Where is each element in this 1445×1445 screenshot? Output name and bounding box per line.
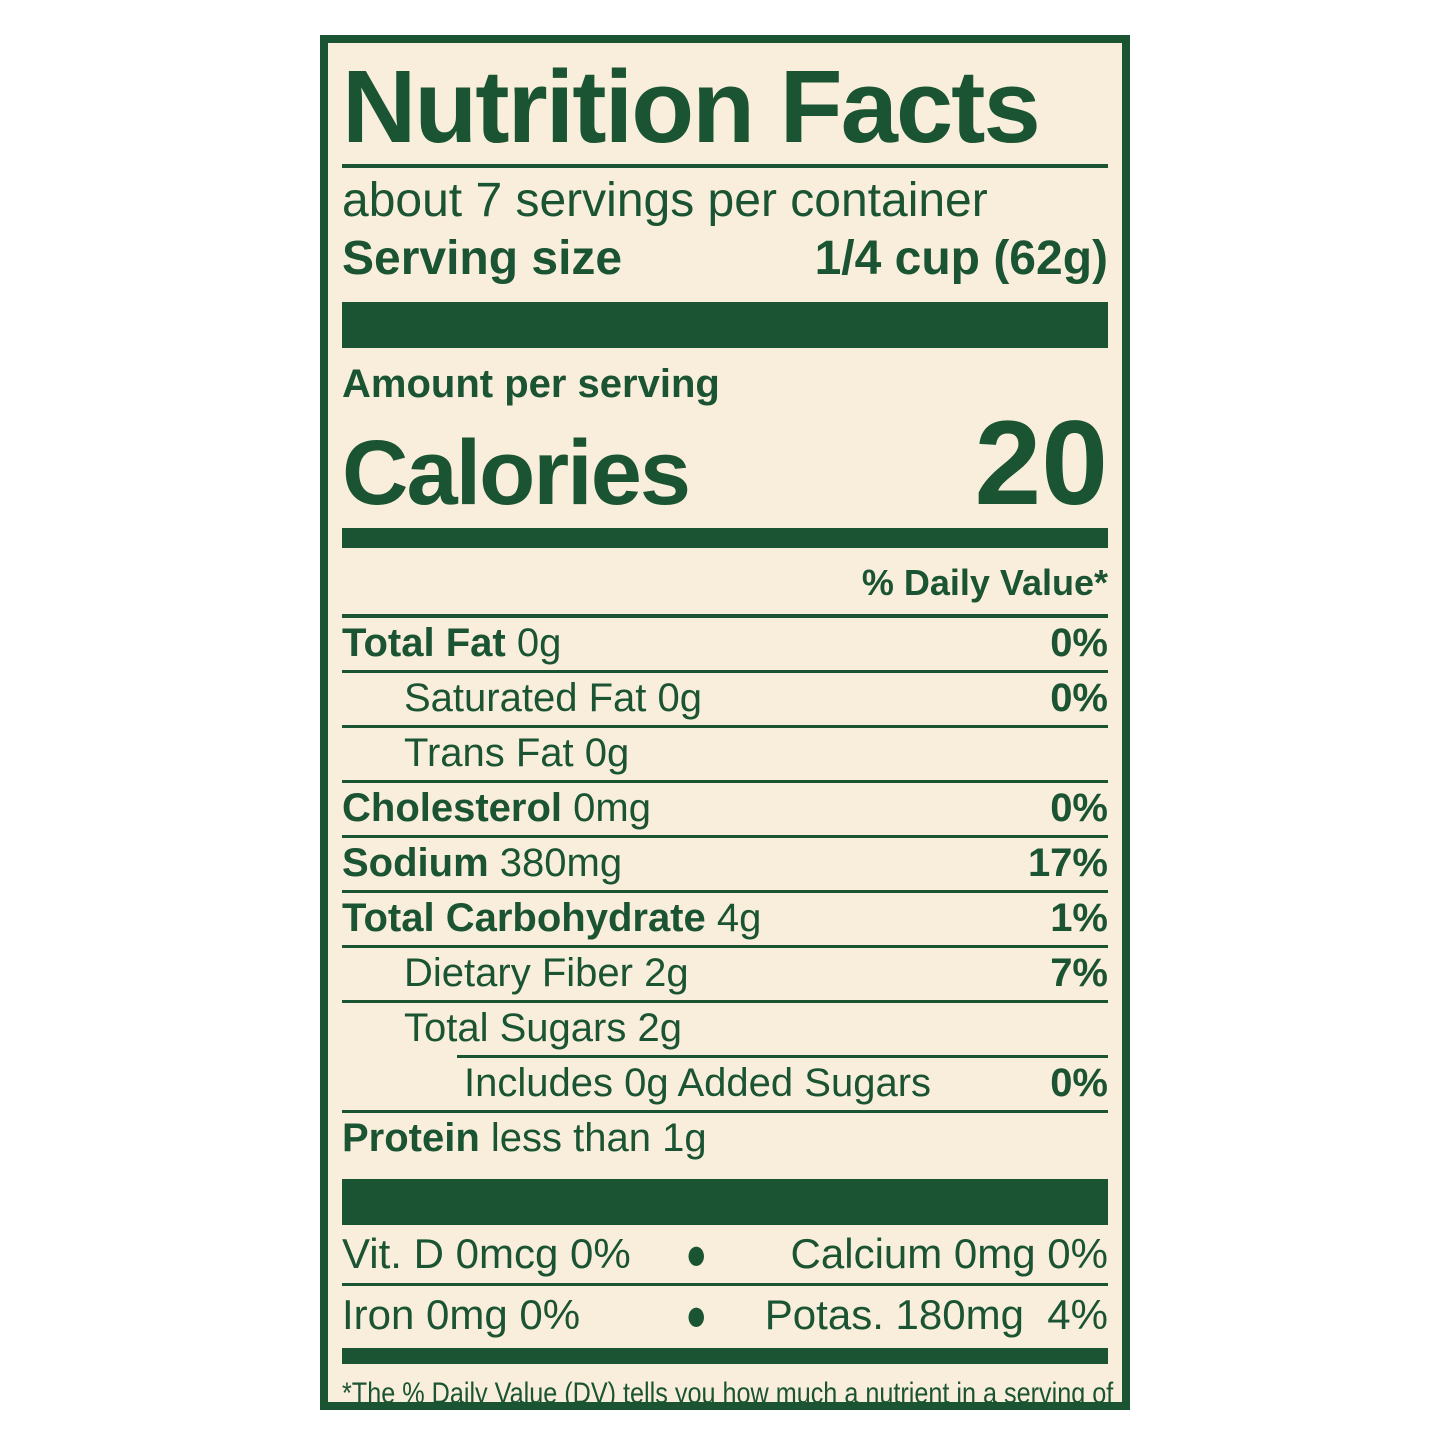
nutrient-name: Saturated Fat	[404, 676, 647, 721]
nutrient-row-total-carbohydrate: Total Carbohydrate 4g 1%	[342, 893, 1108, 948]
nutrient-name: Protein	[342, 1116, 480, 1161]
nutrient-name: Dietary Fiber	[404, 951, 633, 996]
nutrient-amount: 0g	[584, 731, 630, 776]
nutrient-row-sodium: Sodium 380mg 17%	[342, 838, 1108, 893]
nutrient-row-added-sugars: Includes 0g Added Sugars 0%	[342, 1058, 1108, 1113]
nutrient-name: Total Carbohydrate	[342, 896, 706, 941]
daily-value-header: % Daily Value*	[342, 548, 1108, 618]
vitamin-row-2: Iron 0mg 0% ● Potas. 180mg 4%	[342, 1286, 1108, 1344]
nutrient-amount: less than 1g	[490, 1116, 707, 1161]
nutrient-amount: 380mg	[499, 841, 623, 886]
serving-size-row: Serving size 1/4 cup (62g)	[342, 230, 1108, 288]
nutrient-name: Total Sugars	[404, 1006, 627, 1051]
nutrient-amount: 2g	[644, 951, 689, 996]
nutrient-row-saturated-fat: Saturated Fat 0g 0%	[342, 673, 1108, 728]
nutrient-row-trans-fat: Trans Fat 0g	[342, 728, 1108, 783]
nutrient-dv: 1%	[1050, 896, 1108, 941]
nutrient-row-total-sugars: Total Sugars 2g	[342, 1003, 1108, 1055]
nutrient-name: Sodium	[342, 841, 489, 886]
nutrient-name: Includes 0g Added Sugars	[464, 1061, 932, 1106]
calcium-value: Calcium 0mg 0%	[790, 1229, 1108, 1277]
vitamin-row-1: Vit. D 0mcg 0% ● Calcium 0mg 0%	[342, 1225, 1108, 1286]
nutrient-dv: 0%	[1050, 1061, 1108, 1106]
divider-bar-footnote	[342, 1347, 1108, 1364]
serving-size-label: Serving size	[342, 232, 623, 285]
title-divider	[342, 164, 1108, 168]
divider-bar-thick-vitamins	[342, 1178, 1108, 1225]
nutrient-dv: 17%	[1027, 841, 1108, 886]
nutrient-dv: 0%	[1050, 786, 1108, 831]
daily-value-footnote: *The % Daily Value (DV) tells you how mu…	[342, 1376, 1122, 1410]
serving-size-value: 1/4 cup (62g)	[814, 232, 1108, 285]
calories-value: 20	[974, 396, 1108, 530]
nutrient-row-total-fat: Total Fat 0g 0%	[342, 618, 1108, 673]
bullet-separator-icon: ●	[685, 1288, 708, 1340]
nutrient-dv: 7%	[1050, 951, 1108, 996]
potassium-value: Potas. 180mg 4%	[764, 1290, 1108, 1338]
nutrition-facts-panel: Nutrition Facts about 7 servings per con…	[320, 35, 1130, 1410]
divider-bar-medium	[342, 527, 1108, 548]
nutrient-row-dietary-fiber: Dietary Fiber 2g 7%	[342, 948, 1108, 1003]
nutrient-dv: 0%	[1050, 621, 1108, 666]
bullet-separator-icon: ●	[685, 1227, 708, 1279]
footnote-line-1: *The % Daily Value (DV) tells you how mu…	[342, 1376, 1114, 1410]
nutrient-row-cholesterol: Cholesterol 0mg 0%	[342, 783, 1108, 838]
nutrient-dv: 0%	[1050, 676, 1108, 721]
amount-per-serving-label: Amount per serving	[342, 362, 720, 406]
nutrient-amount: 0g	[657, 676, 703, 721]
calories-row: Calories 20	[342, 396, 1108, 530]
nutrient-amount: 0mg	[573, 786, 651, 831]
nutrient-name: Total Fat	[342, 621, 506, 666]
calories-label: Calories	[342, 422, 691, 524]
nutrient-name: Trans Fat	[404, 731, 574, 776]
vitamin-d-value: Vit. D 0mcg 0%	[342, 1229, 631, 1277]
nutrient-amount: 4g	[716, 896, 762, 941]
nutrient-name: Cholesterol	[342, 786, 563, 831]
nutrition-facts-title: Nutrition Facts	[342, 49, 1041, 164]
divider-bar-thick-top	[342, 302, 1108, 348]
nutrient-row-protein: Protein less than 1g	[342, 1113, 1108, 1165]
indented-divider	[457, 1054, 1108, 1058]
nutrient-amount: 2g	[637, 1006, 682, 1051]
iron-value: Iron 0mg 0%	[342, 1290, 581, 1338]
servings-per-container: about 7 servings per container	[342, 174, 988, 227]
nutrient-amount: 0g	[516, 621, 562, 666]
